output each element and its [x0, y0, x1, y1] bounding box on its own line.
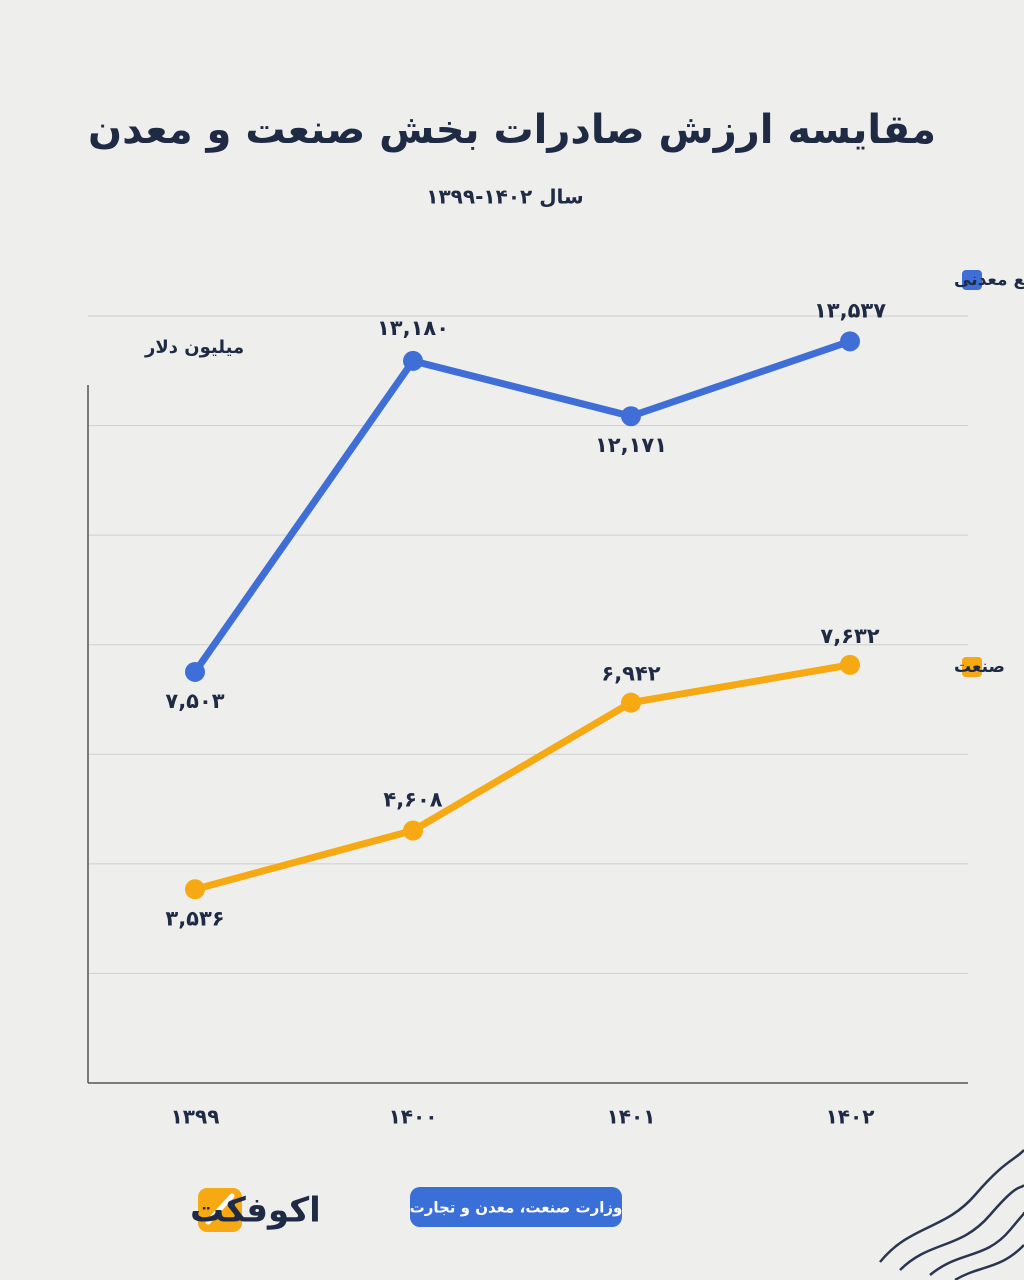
- source-text: وزارت صنعت، معدن و تجارت: [410, 1199, 623, 1217]
- data-label: ۶,۹۴۲: [601, 662, 660, 686]
- brand-icon-mark: [205, 1193, 235, 1225]
- data-point: [840, 331, 860, 352]
- data-point: [403, 350, 423, 371]
- data-point: [621, 692, 641, 713]
- chart-title: مقایسه ارزش صادرات بخش صنعت و معدن: [88, 107, 936, 153]
- x-tick-label: ۱۳۹۹: [171, 1105, 220, 1129]
- x-tick-label: ۱۴۰۰: [389, 1105, 438, 1129]
- data-label: ۱۳,۱۸۰: [377, 316, 449, 340]
- legend-label: صنعت: [954, 657, 1005, 677]
- data-point: [185, 879, 205, 900]
- legend-label: معدن و صنایع معدنی: [954, 270, 1024, 290]
- data-label: ۷,۶۳۲: [820, 624, 879, 648]
- legend-swatch: [962, 657, 982, 677]
- data-label: ۷,۵۰۳: [165, 689, 224, 713]
- series-line: [194, 661, 851, 893]
- data-point: [840, 654, 860, 675]
- legend-swatch: [962, 270, 982, 290]
- x-tick-label: ۱۴۰۱: [607, 1105, 656, 1129]
- data-label: ۱۲,۱۷۱: [595, 433, 667, 457]
- data-label: ۱۳,۵۳۷: [814, 298, 886, 322]
- chart-subtitle: سال ۱۴۰۲-۱۳۹۹: [426, 185, 583, 209]
- data-point: [621, 406, 641, 427]
- decor-waves: [879, 1149, 1024, 1280]
- x-tick-label: ۱۴۰۲: [826, 1105, 875, 1129]
- source-badge: [410, 1187, 622, 1227]
- brand-name: اکوفکت: [190, 1191, 321, 1231]
- data-label: ۳,۵۳۶: [165, 906, 224, 930]
- data-point: [403, 820, 423, 841]
- y-axis-label: میلیون دلار: [144, 337, 244, 358]
- data-point: [185, 661, 205, 682]
- series-line: [192, 338, 852, 674]
- data-label: ۴,۶۰۸: [383, 788, 442, 812]
